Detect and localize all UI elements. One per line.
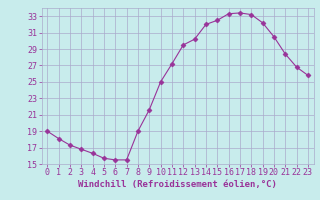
X-axis label: Windchill (Refroidissement éolien,°C): Windchill (Refroidissement éolien,°C) <box>78 180 277 189</box>
